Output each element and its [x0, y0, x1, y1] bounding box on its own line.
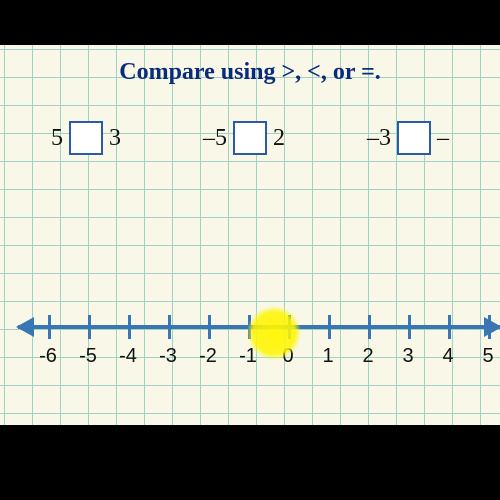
prob1-right: 3: [109, 125, 121, 152]
prob3-left: –3: [367, 125, 391, 152]
tick-label: -5: [79, 345, 97, 368]
tick-label: -1: [239, 345, 257, 368]
number-line: -6 -5 -4 -3 -2 -1 0 1 2 3 4 5: [18, 305, 500, 385]
tick-mark: [448, 315, 451, 339]
tick-label: -6: [39, 345, 57, 368]
prob2-right: 2: [273, 125, 285, 152]
prob1-answer-box[interactable]: [69, 121, 103, 155]
prob1-left: 5: [51, 125, 63, 152]
problem-3: –3 –: [367, 121, 449, 155]
tick-mark: [168, 315, 171, 339]
tick-label: 1: [322, 345, 333, 368]
arrow-right-icon: [484, 317, 500, 337]
tick-label: 0: [282, 345, 293, 368]
tick-label: -3: [159, 345, 177, 368]
prob3-answer-box[interactable]: [397, 121, 431, 155]
tick-mark: [408, 315, 411, 339]
tick-label: 5: [482, 345, 493, 368]
tick-mark: [288, 315, 291, 339]
problem-row: 5 3 –5 2 –3 –: [0, 121, 500, 155]
prob3-right: –: [437, 125, 449, 152]
tick-mark: [128, 315, 131, 339]
tick-label: 2: [362, 345, 373, 368]
tick-label: 4: [442, 345, 453, 368]
tick-mark: [488, 315, 491, 339]
prob2-left: –5: [203, 125, 227, 152]
arrow-left-icon: [16, 317, 34, 337]
tick-mark: [328, 315, 331, 339]
tick-mark: [248, 315, 251, 339]
tick-label: 3: [402, 345, 413, 368]
problem-1: 5 3: [51, 121, 121, 155]
tick-mark: [208, 315, 211, 339]
tick-mark: [48, 315, 51, 339]
graph-paper: Compare using >, <, or =. 5 3 –5 2 –3 – …: [0, 45, 500, 425]
tick-mark: [368, 315, 371, 339]
tick-label: -2: [199, 345, 217, 368]
tick-mark: [88, 315, 91, 339]
prob2-answer-box[interactable]: [233, 121, 267, 155]
page-title: Compare using >, <, or =.: [0, 59, 500, 86]
tick-label: -4: [119, 345, 137, 368]
problem-2: –5 2: [203, 121, 285, 155]
